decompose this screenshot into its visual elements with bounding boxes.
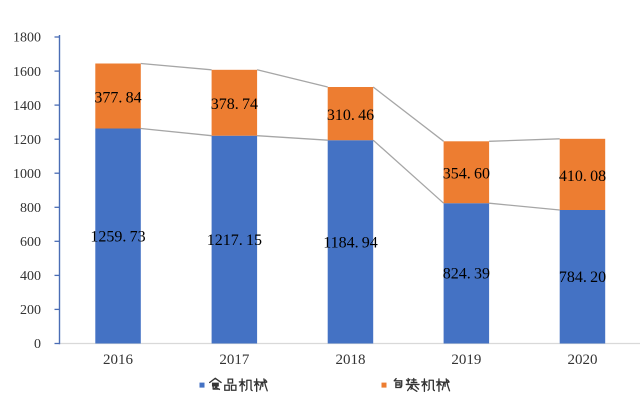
svg-text:410. 08: 410. 08 xyxy=(559,168,606,185)
svg-text:0: 0 xyxy=(34,337,41,352)
svg-text:1259. 73: 1259. 73 xyxy=(90,228,145,245)
svg-text:1600: 1600 xyxy=(13,65,41,80)
svg-text:1217. 15: 1217. 15 xyxy=(207,232,262,249)
svg-text:310. 46: 310. 46 xyxy=(327,107,374,124)
svg-text:200: 200 xyxy=(20,303,41,318)
svg-text:2016: 2016 xyxy=(103,352,134,368)
svg-text:800: 800 xyxy=(20,201,41,216)
svg-text:2017: 2017 xyxy=(219,352,250,368)
svg-text:354. 60: 354. 60 xyxy=(443,166,490,183)
svg-text:2020: 2020 xyxy=(568,352,598,368)
svg-text:1800: 1800 xyxy=(13,31,41,46)
svg-text:400: 400 xyxy=(20,269,41,284)
svg-text:377. 84: 377. 84 xyxy=(94,90,141,107)
svg-text:1400: 1400 xyxy=(13,99,41,114)
svg-text:2019: 2019 xyxy=(451,352,481,368)
svg-text:824. 39: 824. 39 xyxy=(443,266,490,283)
svg-text:2018: 2018 xyxy=(336,352,366,368)
svg-text:1200: 1200 xyxy=(13,133,41,148)
svg-text:1184. 94: 1184. 94 xyxy=(323,234,378,251)
svg-text:378. 74: 378. 74 xyxy=(211,96,258,113)
svg-text:1000: 1000 xyxy=(13,167,41,182)
svg-text:600: 600 xyxy=(20,235,41,250)
svg-text:784. 20: 784. 20 xyxy=(559,269,606,286)
